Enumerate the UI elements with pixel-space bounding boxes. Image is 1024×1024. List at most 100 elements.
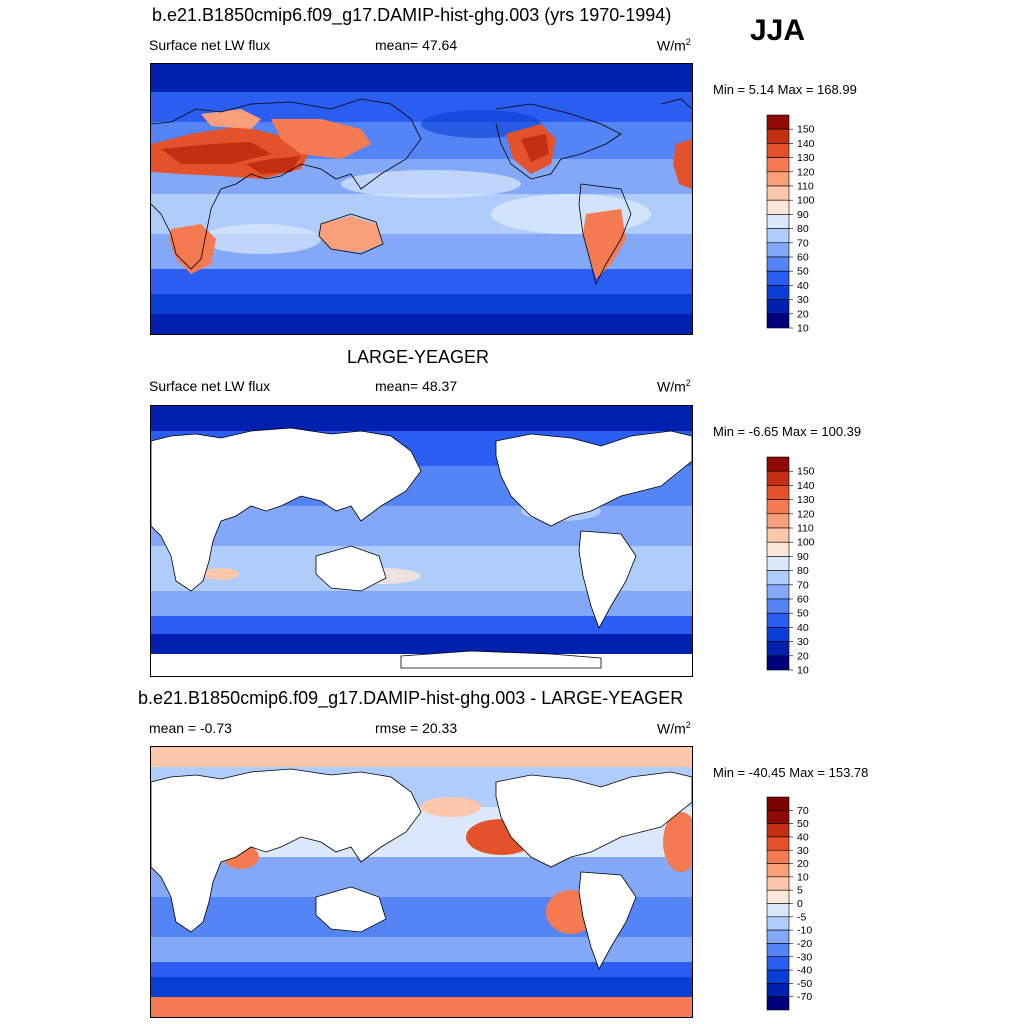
colorbar-swatch: [766, 470, 790, 486]
colorbar-tick-label: 20: [797, 308, 809, 320]
colorbar-tick-label: -70: [797, 991, 812, 1003]
colorbar-swatch: [766, 849, 790, 864]
panel3-title: b.e21.B1850cmip6.f09_g17.DAMIP-hist-ghg.…: [138, 688, 684, 708]
colorbar-swatch: [766, 584, 790, 600]
colorbar-tick-label: 120: [797, 508, 815, 520]
colorbar-tick-label: -40: [797, 965, 812, 977]
colorbar-swatch: [766, 655, 790, 671]
panel1-mean-label: mean= 47.64: [375, 37, 458, 53]
colorbar-tick-label: 30: [797, 845, 809, 857]
colorbar-tick-label: 100: [797, 195, 815, 207]
panel1-title: b.e21.B1850cmip6.f09_g17.DAMIP-hist-ghg.…: [152, 5, 672, 25]
colorbar-tick-label: 140: [797, 480, 815, 492]
colorbar-swatch: [766, 157, 790, 173]
colorbar-tick-label: -10: [797, 925, 812, 937]
colorbar-tick-label: 90: [797, 551, 809, 563]
colorbar-swatch: [766, 214, 790, 229]
panel2-minmax: Min = -6.65 Max = 100.39: [713, 424, 862, 439]
colorbar-swatch: [766, 969, 790, 984]
panel1-colorbar-svg: 150 140 130 120 110 100 90 80 70 60 50 40 30 20 10: [766, 114, 815, 335]
colorbar-swatch: [766, 916, 790, 931]
panel2-colorbar-svg: 150 140 130 120 110 100 90 80 70 60 50 40 30 20 10: [766, 456, 815, 677]
colorbar-swatch: [766, 876, 790, 891]
panel2-variable-label: Surface net LW flux: [149, 378, 271, 394]
colorbar-tick-label: 130: [797, 152, 815, 164]
panel2-map: [150, 405, 693, 677]
panel1-minmax: Min = 5.14 Max = 168.99: [713, 82, 857, 97]
colorbar-tick-label: 110: [797, 523, 814, 535]
colorbar-swatch: [766, 513, 790, 529]
colorbar-tick-label: 70: [797, 805, 809, 817]
panel2-mean-label: mean= 48.37: [375, 378, 458, 394]
colorbar-swatch: [766, 983, 790, 997]
panel3-minmax: Min = -40.45 Max = 153.78: [713, 765, 869, 780]
colorbar-swatch: [766, 199, 790, 215]
colorbar-swatch: [766, 943, 790, 958]
colorbar-tick-label: -20: [797, 938, 812, 950]
colorbar-swatch: [766, 114, 790, 130]
colorbar-tick-label: 110: [797, 181, 814, 193]
colorbar-tick-label: 40: [797, 280, 809, 292]
colorbar-tick-label: 20: [797, 858, 809, 870]
panel3-map-svg: [151, 747, 692, 1017]
colorbar-tick-label: 90: [797, 209, 809, 221]
colorbar-swatch: [766, 270, 790, 286]
panel3-map: [150, 746, 693, 1018]
colorbar-swatch: [766, 627, 790, 642]
colorbar-swatch: [766, 499, 790, 515]
colorbar-tick-label: -50: [797, 978, 812, 990]
colorbar-swatch: [766, 285, 790, 300]
colorbar-swatch: [766, 527, 790, 543]
colorbar-swatch: [766, 228, 790, 244]
colorbar-tick-label: 10: [797, 323, 809, 335]
colorbar-tick-label: 50: [797, 818, 809, 830]
colorbar-tick-label: 40: [797, 831, 809, 843]
colorbar-tick-label: 0: [797, 898, 803, 910]
panel1-map: [150, 63, 693, 335]
panel1-units: W/m2: [657, 37, 691, 54]
panel2-map-svg: [151, 406, 692, 676]
panel1-variable-label: Surface net LW flux: [149, 37, 271, 53]
colorbar-tick-label: 30: [797, 636, 809, 648]
colorbar-tick-label: 60: [797, 252, 809, 264]
colorbar-tick-label: -5: [797, 911, 806, 923]
colorbar-tick-label: 140: [797, 138, 815, 150]
panel2-units: W/m2: [657, 378, 691, 395]
colorbar-tick-label: 100: [797, 537, 815, 549]
colorbar-swatch: [766, 256, 790, 272]
colorbar-tick-label: 10: [797, 871, 809, 883]
colorbar-tick-label: 60: [797, 594, 809, 606]
colorbar-tick-label: 30: [797, 294, 809, 306]
colorbar-swatch: [766, 598, 790, 614]
colorbar-tick-label: 70: [797, 579, 809, 591]
panel2-title: LARGE-YEAGER: [347, 347, 490, 367]
colorbar-swatch: [766, 836, 790, 851]
panel3-mean-label: mean = -0.73: [149, 720, 232, 736]
season-label: JJA: [750, 14, 806, 47]
panel3-units: W/m2: [657, 720, 691, 737]
colorbar-swatch: [766, 485, 790, 500]
colorbar-tick-label: 80: [797, 565, 809, 577]
colorbar-tick-label: 150: [797, 466, 815, 478]
colorbar-swatch: [766, 956, 790, 971]
colorbar-swatch: [766, 541, 790, 557]
colorbar-tick-label: -30: [797, 951, 812, 963]
colorbar-swatch: [766, 185, 790, 201]
colorbar-swatch: [766, 863, 790, 878]
colorbar-swatch: [766, 929, 790, 944]
colorbar-swatch: [766, 456, 790, 472]
colorbar-swatch: [766, 299, 790, 315]
colorbar-swatch: [766, 128, 790, 144]
colorbar-swatch: [766, 570, 790, 586]
colorbar-swatch: [766, 143, 790, 158]
colorbar-swatch: [766, 556, 790, 571]
colorbar-swatch: [766, 996, 790, 1011]
colorbar-tick-label: 80: [797, 223, 809, 235]
panel2-colorbar: 150 140 130 120 110 100 90 80 70 60 50 40 30 20 10: [766, 456, 827, 677]
colorbar-swatch: [766, 641, 790, 657]
colorbar-swatch: [766, 903, 790, 918]
colorbar-tick-label: 50: [797, 266, 809, 278]
colorbar-swatch: [766, 242, 790, 258]
colorbar-swatch: [766, 810, 790, 824]
colorbar-swatch: [766, 823, 790, 838]
